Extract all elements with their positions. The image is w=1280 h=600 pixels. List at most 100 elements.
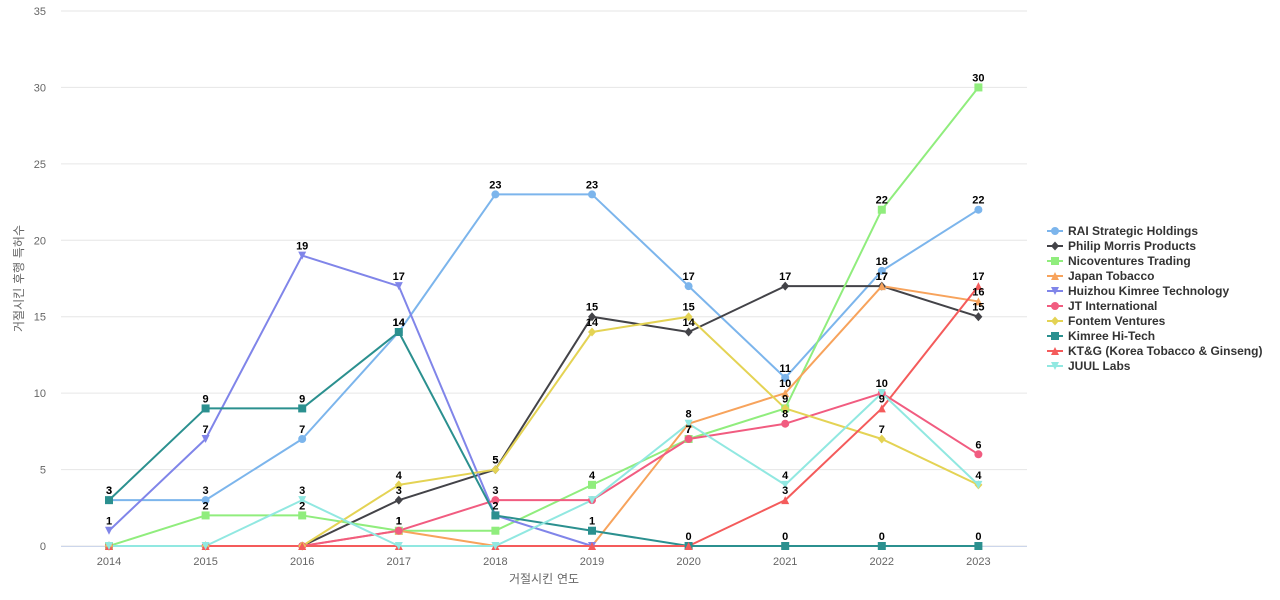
series-line — [108, 315, 980, 547]
data-label: 14 — [682, 317, 695, 329]
legend-item[interactable]: Kimree Hi-Tech — [1047, 329, 1155, 343]
x-tick-label: 2018 — [483, 556, 507, 568]
y-tick-label: 35 — [34, 6, 46, 18]
data-label: 9 — [879, 393, 885, 405]
data-point — [684, 542, 693, 550]
legend-item[interactable]: Fontem Ventures — [1047, 314, 1166, 328]
x-axis-title: 거절시킨 연도 — [509, 572, 579, 586]
legend-item[interactable]: Huizhou Kimree Technology — [1047, 284, 1229, 298]
data-point — [394, 542, 403, 550]
legend-marker — [1051, 241, 1059, 251]
y-tick-label: 25 — [34, 159, 46, 171]
series-markers — [105, 83, 983, 551]
data-point — [201, 496, 210, 505]
legend-marker — [1051, 347, 1059, 355]
legend-label: JT International — [1068, 299, 1157, 313]
data-label: 7 — [299, 424, 305, 436]
x-tick-label: 2014 — [97, 556, 121, 568]
data-point — [394, 480, 403, 490]
data-point — [877, 266, 886, 275]
legend-item[interactable]: Philip Morris Products — [1047, 239, 1196, 253]
data-point — [877, 282, 886, 291]
data-point — [974, 282, 983, 291]
data-label: 3 — [203, 485, 209, 497]
data-point — [588, 526, 596, 535]
data-label: 5 — [492, 455, 498, 467]
data-label: 8 — [782, 409, 788, 421]
data-label: 0 — [782, 531, 788, 543]
data-point — [877, 542, 886, 550]
data-label: 22 — [972, 195, 984, 207]
data-label: 4 — [782, 470, 789, 482]
data-point — [298, 404, 307, 413]
legend-marker — [1051, 287, 1059, 295]
data-point — [298, 251, 307, 260]
data-label: 2 — [203, 500, 209, 512]
data-label: 16 — [972, 286, 984, 298]
legend-item[interactable]: JT International — [1047, 299, 1157, 313]
legend-marker — [1051, 362, 1059, 370]
data-point — [201, 542, 210, 550]
data-point — [781, 403, 790, 413]
data-point — [394, 526, 403, 535]
data-label: 9 — [782, 393, 788, 405]
data-label: 17 — [876, 271, 888, 283]
data-point — [684, 327, 693, 337]
data-point — [684, 419, 693, 428]
series-line — [108, 193, 980, 502]
x-tick-label: 2021 — [773, 556, 797, 568]
legend-item[interactable]: JUUL Labs — [1047, 359, 1131, 373]
data-label: 23 — [586, 179, 598, 191]
data-point — [491, 511, 500, 520]
data-point — [588, 542, 596, 550]
legend-item[interactable]: RAI Strategic Holdings — [1047, 224, 1198, 238]
legend-label: Nicoventures Trading — [1068, 254, 1191, 268]
data-point — [105, 496, 113, 505]
data-point — [491, 465, 500, 475]
data-point — [201, 404, 210, 413]
data-point — [394, 328, 403, 336]
series-line — [108, 392, 980, 547]
data-point — [588, 327, 596, 337]
legend-item[interactable]: KT&G (Korea Tobacco & Ginseng) — [1047, 344, 1262, 358]
data-label: 6 — [975, 439, 981, 451]
data-label: 3 — [299, 485, 305, 497]
data-label: 4 — [589, 470, 596, 482]
data-point — [298, 542, 307, 550]
legend-label: RAI Strategic Holdings — [1068, 224, 1198, 238]
data-point — [684, 435, 693, 443]
data-point — [877, 389, 886, 398]
legend-label: KT&G (Korea Tobacco & Ginseng) — [1068, 344, 1262, 358]
data-point — [201, 511, 210, 520]
data-point — [588, 480, 596, 489]
data-label: 1 — [396, 516, 402, 528]
data-label: 11 — [779, 363, 791, 375]
data-label: 1 — [396, 516, 402, 528]
series-line — [108, 285, 980, 547]
data-point — [877, 404, 886, 413]
x-tick-label: 2022 — [870, 556, 894, 568]
series-lines — [108, 86, 980, 547]
data-label: 19 — [296, 241, 308, 253]
data-point — [877, 434, 886, 444]
data-label: 14 — [586, 317, 599, 329]
legend-marker — [1051, 227, 1059, 235]
legend-marker — [1051, 332, 1059, 340]
data-point — [491, 526, 500, 535]
data-point — [684, 312, 693, 322]
legend-item[interactable]: Nicoventures Trading — [1047, 254, 1191, 268]
data-label: 2 — [492, 500, 498, 512]
series-line — [108, 86, 980, 547]
data-label: 17 — [972, 271, 984, 283]
x-tick-label: 2015 — [193, 556, 217, 568]
data-point — [491, 496, 500, 505]
data-point — [105, 542, 113, 550]
data-point — [781, 419, 790, 428]
data-point — [974, 297, 983, 306]
data-label: 30 — [972, 72, 984, 84]
legend-item[interactable]: Japan Tobacco — [1047, 269, 1154, 283]
series-line — [108, 331, 980, 547]
